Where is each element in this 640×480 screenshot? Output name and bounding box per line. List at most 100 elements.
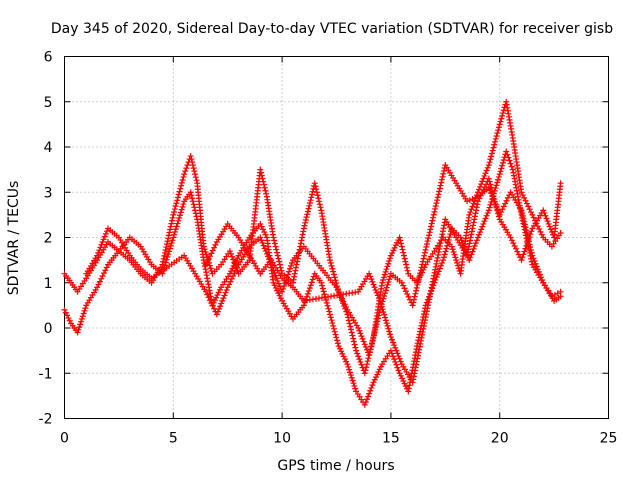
data-point-fill bbox=[419, 261, 426, 268]
data-point-fill bbox=[507, 160, 514, 167]
data-point-fill bbox=[103, 264, 110, 271]
data-point-fill bbox=[309, 191, 316, 198]
data-point-fill bbox=[209, 302, 216, 309]
data-point-fill bbox=[417, 270, 424, 277]
data-point-fill bbox=[382, 317, 389, 324]
data-point bbox=[485, 175, 492, 182]
data-point-fill bbox=[380, 277, 387, 284]
data-point-fill bbox=[259, 239, 266, 246]
data-point-fill bbox=[499, 206, 506, 213]
y-tick-label: 2 bbox=[44, 231, 53, 247]
data-point-fill bbox=[420, 255, 427, 262]
data-point-fill bbox=[444, 239, 451, 246]
data-point-fill bbox=[522, 224, 529, 231]
data-point-fill bbox=[215, 305, 222, 312]
data-point-fill bbox=[354, 350, 361, 357]
data-point-fill bbox=[401, 285, 408, 292]
data-point-fill bbox=[482, 170, 489, 177]
data-point-fill bbox=[395, 353, 402, 360]
data-point-fill bbox=[368, 340, 375, 347]
data-point-fill bbox=[294, 255, 301, 262]
data-point-fill bbox=[331, 328, 338, 335]
data-point-fill bbox=[261, 245, 268, 252]
data-point-fill bbox=[163, 241, 170, 248]
data-point-fill bbox=[223, 286, 230, 293]
data-point-fill bbox=[176, 188, 183, 195]
data-point-fill bbox=[232, 267, 239, 274]
data-point-fill bbox=[286, 268, 293, 275]
data-point-fill bbox=[468, 231, 475, 238]
data-point-fill bbox=[375, 295, 382, 302]
data-point-fill bbox=[352, 385, 359, 392]
data-point bbox=[202, 261, 209, 268]
data-point-fill bbox=[520, 215, 527, 222]
data-point-fill bbox=[162, 259, 169, 266]
data-point-fill bbox=[347, 372, 354, 379]
data-point-fill bbox=[373, 289, 380, 296]
data-point-fill bbox=[101, 233, 108, 240]
data-point-fill bbox=[163, 244, 170, 251]
data-point-fill bbox=[510, 240, 517, 247]
data-point-fill bbox=[470, 245, 477, 252]
data-point-fill bbox=[308, 279, 315, 286]
data-point-fill bbox=[382, 268, 389, 275]
data-point-fill bbox=[271, 237, 278, 244]
data-point-fill bbox=[504, 194, 511, 201]
data-point-fill bbox=[436, 188, 443, 195]
axis-ticks: 0 5 10 15 20 25 -2 -1 0 1 2 3 4 5 6 bbox=[39, 50, 618, 447]
data-point bbox=[396, 234, 403, 241]
data-point-fill bbox=[299, 234, 306, 241]
data-point-fill bbox=[486, 178, 493, 185]
data-point-fill bbox=[427, 226, 434, 233]
data-point bbox=[257, 234, 264, 241]
data-point-fill bbox=[526, 234, 533, 241]
data-point-fill bbox=[392, 344, 399, 351]
data-point-fill bbox=[356, 327, 363, 334]
data-point-fill bbox=[483, 212, 490, 219]
data-point-fill bbox=[330, 268, 337, 275]
data-point-fill bbox=[430, 214, 437, 221]
data-point-fill bbox=[352, 344, 359, 351]
data-point bbox=[361, 401, 368, 408]
data-point-fill bbox=[368, 343, 375, 350]
data-point-fill bbox=[258, 223, 265, 230]
data-point-fill bbox=[66, 317, 73, 324]
data-point-fill bbox=[487, 201, 494, 208]
data-point-fill bbox=[382, 290, 389, 297]
data-point-fill bbox=[206, 262, 213, 269]
data-point-fill bbox=[367, 346, 374, 353]
data-point-fill bbox=[358, 333, 365, 340]
data-point-fill bbox=[397, 358, 404, 365]
data-point-fill bbox=[178, 182, 185, 189]
data-point-fill bbox=[484, 210, 491, 217]
data-point bbox=[503, 148, 510, 155]
data-point-fill bbox=[221, 292, 228, 299]
data-point-fill bbox=[521, 248, 528, 255]
data-point-fill bbox=[214, 308, 221, 315]
data-point-fill bbox=[384, 322, 391, 329]
data-point-fill bbox=[305, 205, 312, 212]
data-point-fill bbox=[466, 240, 473, 247]
data-point-fill bbox=[528, 249, 535, 256]
data-point-fill bbox=[384, 263, 391, 270]
data-point-fill bbox=[486, 159, 493, 166]
data-point-fill bbox=[508, 163, 515, 170]
data-point-fill bbox=[425, 232, 432, 239]
data-point-fill bbox=[220, 295, 227, 302]
data-point-fill bbox=[434, 271, 441, 278]
data-point-fill bbox=[230, 272, 237, 279]
y-tick-label: 3 bbox=[44, 185, 53, 201]
data-point-fill bbox=[327, 260, 334, 267]
x-tick-label: 20 bbox=[491, 431, 509, 447]
data-point bbox=[387, 334, 394, 341]
data-point-fill bbox=[291, 273, 298, 280]
data-point-fill bbox=[348, 374, 355, 381]
data-point-fill bbox=[531, 258, 538, 265]
data-point-fill bbox=[421, 249, 428, 256]
data-point-fill bbox=[465, 243, 472, 250]
data-point-fill bbox=[521, 221, 528, 228]
data-point-fill bbox=[435, 268, 442, 275]
data-point-fill bbox=[403, 261, 410, 268]
data-point-fill bbox=[374, 315, 381, 322]
data-point-fill bbox=[288, 260, 295, 267]
